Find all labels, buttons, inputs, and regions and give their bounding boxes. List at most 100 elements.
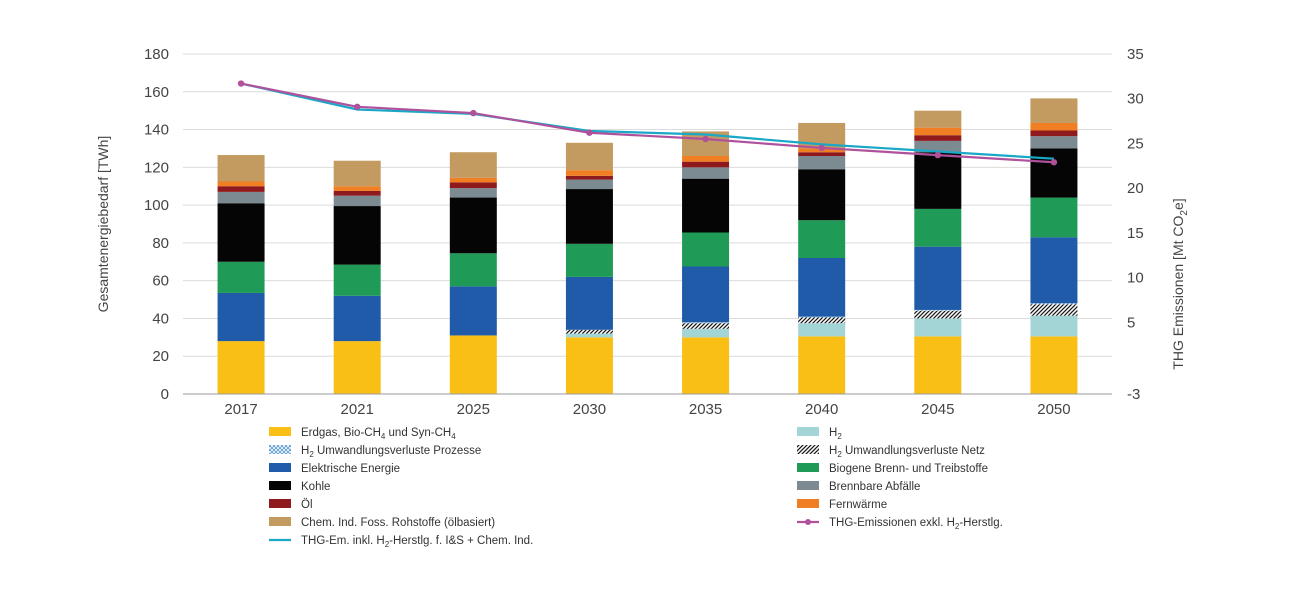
bar-segment [682, 156, 730, 162]
bar-segment [798, 336, 846, 394]
bar-segment [565, 276, 613, 330]
legend-label: THG-Em. inkl. H2-Herstlg. f. I&S + Chem.… [301, 535, 533, 549]
y-tick-label: 40 [152, 310, 169, 327]
bar-segment [565, 189, 613, 244]
legend-label: Chem. Ind. Foss. Rohstoffe (ölbasiert) [301, 517, 495, 529]
legend-label: Fernwärme [829, 499, 887, 511]
bar-segment [1030, 122, 1078, 131]
bar-segment [682, 266, 730, 323]
bar-segment [682, 232, 730, 267]
emission-lines [237, 80, 1058, 166]
bar-segment [682, 178, 730, 233]
y-axis-title: Gesamtenergiebedarf [TWh] [95, 136, 111, 313]
bar-segment [565, 337, 613, 394]
emission-point [702, 135, 709, 143]
bar-segment [449, 335, 497, 394]
bar-segment [449, 188, 497, 198]
bar-segment [333, 160, 381, 187]
x-tick-label: 2017 [224, 401, 257, 418]
legend-label: H2 [829, 427, 842, 441]
legend-item-oel: Öl [269, 499, 313, 511]
bar-segment [565, 329, 613, 334]
y2-tick-label: 25 [1127, 135, 1144, 152]
bar-segment [914, 246, 962, 310]
bar-segment [217, 292, 265, 342]
bar-segment [914, 309, 962, 311]
bar-segment [914, 318, 962, 337]
legend-label: Brennbare Abfälle [829, 481, 920, 493]
bar-segment [449, 253, 497, 287]
legend-item-abfaelle: Brennbare Abfälle [797, 481, 920, 493]
bar-segment [914, 208, 962, 247]
y2-axis-title-sub: 2 [1179, 210, 1190, 216]
emission-point [237, 80, 245, 87]
bar-segment [333, 186, 381, 191]
legend-swatch [269, 517, 291, 526]
bar-segment [798, 156, 846, 170]
emission-point [934, 151, 942, 159]
y2-tick-label: 15 [1127, 225, 1144, 242]
bar-segment [1030, 197, 1078, 238]
bar-segment [798, 152, 846, 156]
x-tick-label: 2030 [573, 401, 606, 418]
bar-segment [682, 337, 730, 394]
legend-item-chem: Chem. Ind. Foss. Rohstoffe (ölbasiert) [269, 517, 495, 529]
bar-segment [565, 170, 613, 176]
bar-segment [333, 195, 381, 207]
bar-segment [217, 261, 265, 293]
x-tick-label: 2021 [341, 401, 374, 418]
bar-segment [798, 169, 846, 221]
bar-segment [449, 152, 497, 178]
emission-point [353, 103, 361, 110]
legend-label: Elektrische Energie [301, 463, 400, 475]
bar-segment [565, 333, 613, 338]
x-tick-label: 2050 [1037, 401, 1070, 418]
legend-swatch [269, 481, 291, 490]
bar-segment [1030, 304, 1078, 316]
y-tick-label: 100 [144, 197, 169, 214]
bar-segment [798, 316, 846, 318]
y-tick-label: 20 [152, 348, 169, 365]
bar-segment [449, 182, 497, 189]
bar-segment [565, 142, 613, 171]
bar-segment [682, 161, 730, 168]
x-tick-label: 2035 [689, 401, 722, 418]
legend-swatch [797, 427, 819, 436]
y-tick-label: 80 [152, 235, 169, 252]
legend-label: Kohle [301, 481, 330, 493]
bar-segment [565, 175, 613, 180]
bar-segment [217, 181, 265, 187]
legend-label: Erdgas, Bio-CH4 und Syn-CH4 [301, 427, 456, 441]
legend-item-h2: H2 [797, 427, 842, 441]
y-tick-label: 140 [144, 122, 169, 139]
legend-item-erdgas: Erdgas, Bio-CH4 und Syn-CH4 [269, 427, 456, 441]
legend-label: Öl [301, 499, 313, 511]
bar-segment [914, 140, 962, 153]
y-tick-label: 60 [152, 273, 169, 290]
bar-segment [333, 264, 381, 296]
legend-swatch [797, 499, 819, 508]
bar-segment [1030, 336, 1078, 394]
legend-item-thg-inkl: THG-Em. inkl. H2-Herstlg. f. I&S + Chem.… [269, 535, 533, 549]
bar-segment [565, 179, 613, 190]
legend-label: H2 Umwandlungsverluste Netz [829, 445, 985, 459]
stacked-bars [217, 98, 1078, 394]
y2-tick-label: 35 [1127, 46, 1144, 63]
bar-segment [1030, 98, 1078, 123]
y2-tick-label: 5 [1127, 314, 1135, 331]
bar-segment [333, 190, 381, 196]
bar-segment [798, 317, 846, 324]
legend-swatch [797, 463, 819, 472]
bar-segment [217, 203, 265, 262]
legend-item-h2-prozesse: H2 Umwandlungsverluste Prozesse [269, 445, 481, 459]
emission-point [470, 109, 477, 117]
legend: Erdgas, Bio-CH4 und Syn-CH4 H2 H2 Umwandlu… [269, 427, 1003, 549]
legend-swatch [797, 445, 819, 454]
bar-segment [333, 295, 381, 342]
bar-segment [1030, 148, 1078, 198]
y2-axis-title-tail: e] [1170, 198, 1186, 210]
bar-segment [449, 197, 497, 254]
bar-segment [914, 152, 962, 209]
legend-item-fernwaerme: Fernwärme [797, 499, 887, 511]
